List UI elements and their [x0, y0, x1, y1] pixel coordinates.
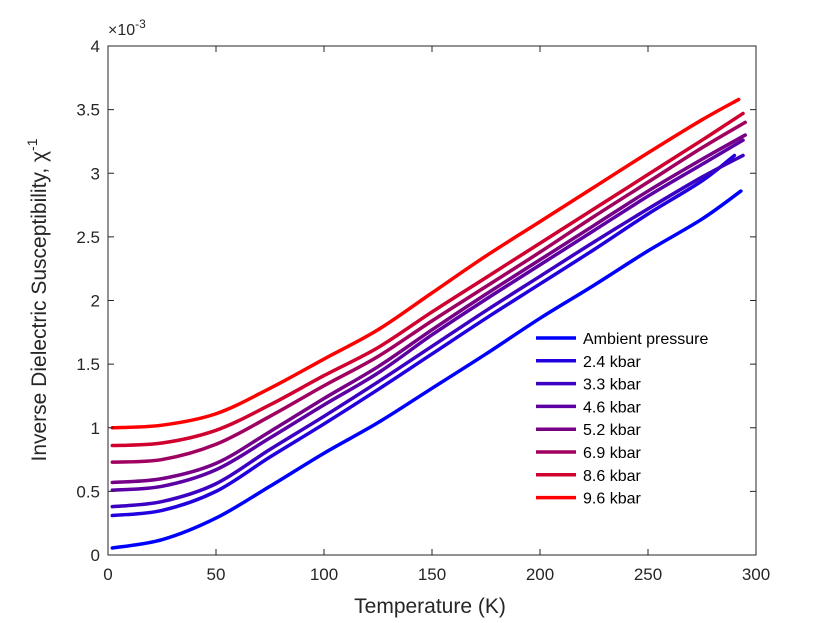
y-axis-title: Inverse Dielectric Susceptibility, χ-1: [24, 138, 51, 461]
y-tick-label: 1: [91, 419, 100, 438]
y-tick-label: 3.5: [76, 101, 100, 120]
y-axis-exponent-power: -3: [135, 17, 146, 31]
y-axis-title-text: Inverse Dielectric Susceptibility, χ: [28, 151, 51, 462]
y-tick-label: 2.5: [76, 228, 100, 247]
x-tick-label: 100: [310, 565, 338, 584]
series-line-5: [110, 120, 747, 464]
y-axis-title-group: Inverse Dielectric Susceptibility, χ-1: [24, 138, 51, 461]
x-tick-label: 250: [634, 565, 662, 584]
series-line-2: [110, 153, 745, 509]
x-tick-label: 150: [418, 565, 446, 584]
legend-label-7: 9.6 kbar: [583, 491, 641, 508]
y-axis-exponent-base: ×10: [108, 22, 135, 39]
legend-label-4: 5.2 kbar: [583, 422, 641, 439]
y-tick-label: 0: [91, 546, 100, 565]
y-tick-label: 4: [91, 37, 100, 56]
legend-label-1: 2.4 kbar: [583, 354, 641, 371]
axes: 0 50 100 150 200 250 300 0 0.5 1 1.5 2 2.5 3 3.5 4: [76, 37, 770, 584]
legend-label-3: 4.6 kbar: [583, 399, 641, 416]
legend-label-5: 6.9 kbar: [583, 445, 641, 462]
legend-label-6: 8.6 kbar: [583, 468, 641, 485]
x-tick-label: 50: [207, 565, 226, 584]
y-axis-title-superscript: -1: [24, 138, 40, 151]
series-line-1: [110, 153, 737, 518]
y-tick-label: 3: [91, 164, 100, 183]
y-tick-label: 0.5: [76, 482, 100, 501]
legend: Ambient pressure 2.4 kbar 3.3 kbar 4.6 kbar…: [536, 331, 708, 508]
y-axis-exponent: ×10-3: [108, 17, 146, 39]
series-line-4: [110, 133, 747, 485]
series-line-0: [110, 189, 743, 550]
x-tick-label: 300: [742, 565, 770, 584]
series-line-7: [110, 97, 741, 430]
x-axis-title: Temperature (K): [354, 595, 506, 618]
plot-area: [110, 97, 747, 550]
legend-label-2: 3.3 kbar: [583, 377, 641, 394]
legend-label-0: Ambient pressure: [583, 331, 708, 348]
y-tick-label: 2: [91, 292, 100, 311]
x-tick-label: 0: [103, 565, 112, 584]
series-line-3: [110, 138, 745, 492]
x-tick-label: 200: [526, 565, 554, 584]
series-line-6: [110, 111, 745, 448]
y-tick-label: 1.5: [76, 355, 100, 374]
